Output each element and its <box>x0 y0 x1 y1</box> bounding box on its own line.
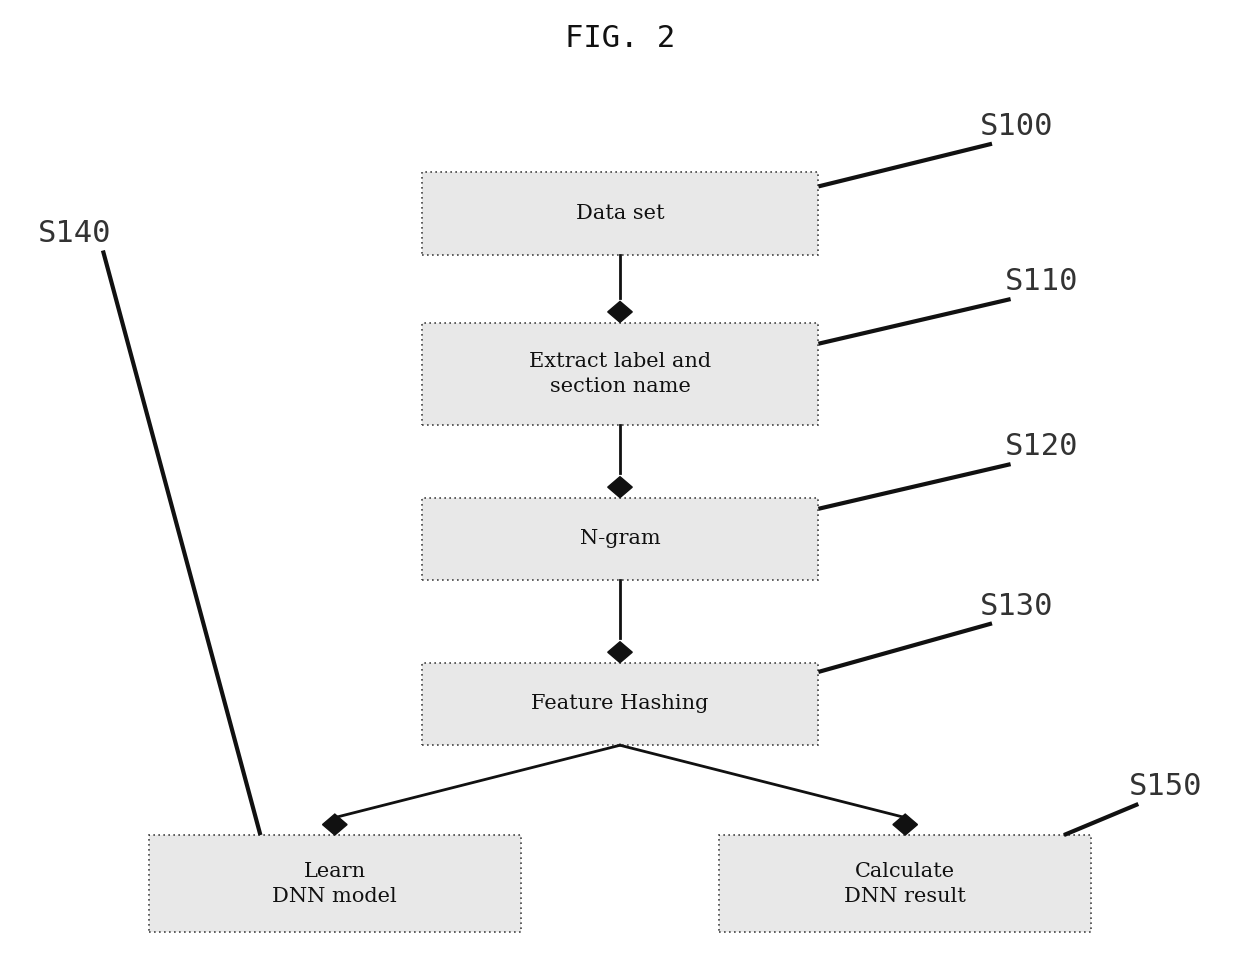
Bar <box>149 835 521 932</box>
Text: S120: S120 <box>1004 432 1079 461</box>
Polygon shape <box>608 477 632 497</box>
Bar <box>719 835 1091 932</box>
Bar <box>422 173 818 254</box>
Bar <box>149 835 521 932</box>
Polygon shape <box>608 301 632 322</box>
Text: Data set: Data set <box>575 204 665 223</box>
Text: S100: S100 <box>980 112 1054 141</box>
Polygon shape <box>322 814 347 835</box>
Text: Extract label and
section name: Extract label and section name <box>529 352 711 396</box>
Text: Calculate
DNN result: Calculate DNN result <box>844 861 966 906</box>
Text: FIG. 2: FIG. 2 <box>565 24 675 53</box>
Bar <box>422 497 818 580</box>
Text: S150: S150 <box>1128 772 1203 801</box>
Bar <box>422 323 818 425</box>
Text: N-gram: N-gram <box>579 529 661 549</box>
Text: S110: S110 <box>1004 267 1079 296</box>
Text: Feature Hashing: Feature Hashing <box>531 694 709 714</box>
Polygon shape <box>893 814 918 835</box>
Polygon shape <box>608 642 632 662</box>
Text: S130: S130 <box>980 592 1054 621</box>
Bar <box>719 835 1091 932</box>
Bar <box>422 662 818 746</box>
Bar <box>422 173 818 254</box>
Bar <box>422 323 818 425</box>
Text: Learn
DNN model: Learn DNN model <box>273 861 397 906</box>
Text: S140: S140 <box>37 218 112 248</box>
Bar <box>422 497 818 580</box>
Bar <box>422 662 818 746</box>
